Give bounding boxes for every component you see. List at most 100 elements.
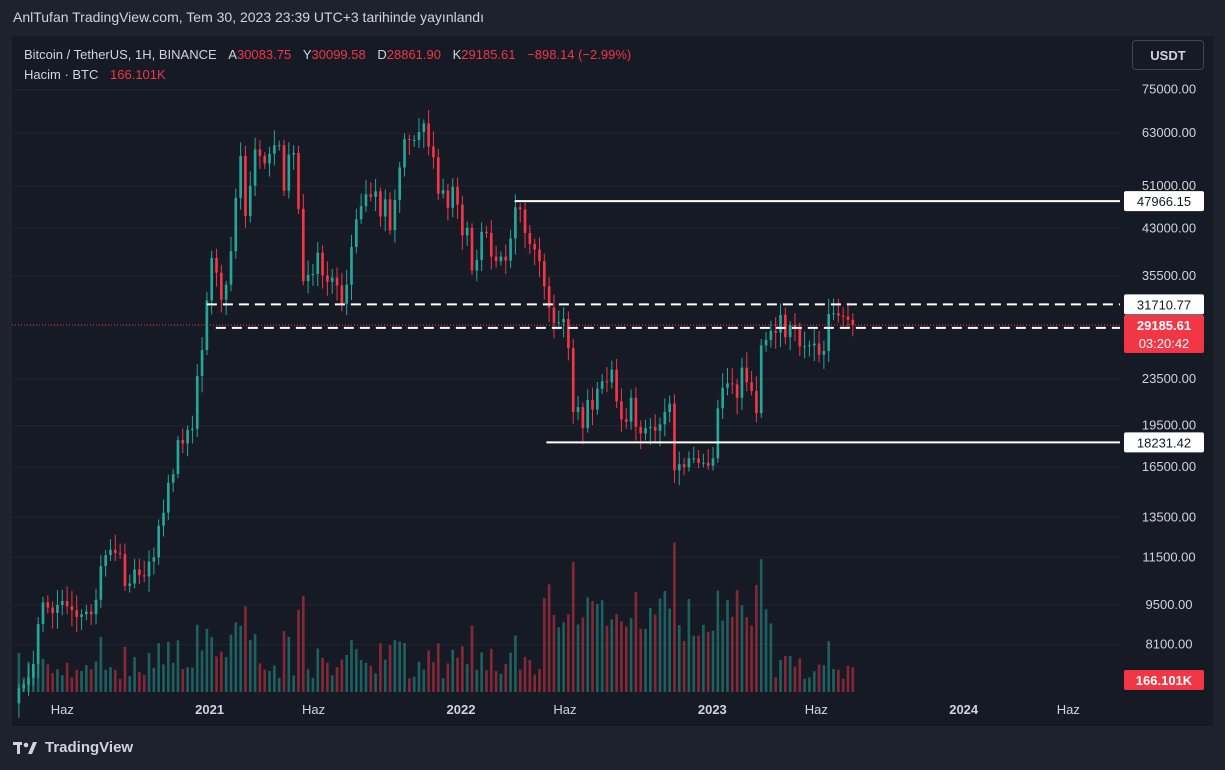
candle-2020-11-09 [171,468,175,493]
volume-bar-2020-08-03 [104,669,107,692]
candles [17,110,855,718]
candle-body [658,424,662,431]
candle-2020-08-31 [123,543,127,591]
candle-2021-10-04 [398,161,402,213]
currency-unit-button[interactable]: USDT [1132,40,1204,70]
candle-2023-06-26 [832,298,835,321]
candle-body [22,684,26,689]
price-axis[interactable]: 75000.00 63000.00 51000.00 43000.00 35500.00… [1124,82,1204,690]
candle-2022-03-21 [514,194,517,255]
candle-body [832,313,835,315]
candle-2021-10-11 [403,133,406,177]
volume-bar-2020-11-02 [166,641,170,692]
candle-2021-12-20 [451,178,455,218]
volume-bar-2022-05-23 [557,627,561,692]
level-label-3[interactable]: 18231.42 [1124,432,1204,453]
candle-body [432,146,435,158]
chart-area[interactable]: 75000.00 63000.00 51000.00 43000.00 35500.00… [12,36,1213,726]
symbol-label[interactable]: Bitcoin / TetherUS, 1H, BINANCE [24,47,217,62]
candle-2022-05-02 [542,253,546,300]
candle-2021-06-14 [321,245,324,289]
candle-body [94,599,98,615]
volume-bar-2023-04-03 [774,677,778,692]
volume-bars [17,542,855,692]
volume-bar-2022-12-19 [702,624,705,692]
candle-2020-11-02 [166,474,170,521]
close-label: K [452,47,462,62]
candlestick-chart[interactable]: 75000.00 63000.00 51000.00 43000.00 35500.00… [12,36,1213,726]
candle-body [793,324,797,328]
level-label-box [1124,432,1204,453]
candle-body [615,369,618,402]
time-axis[interactable]: Haz 2021 Haz 2022 Haz 2023 Haz 2024 Haz [51,702,1080,717]
volume-bar-2021-07-05 [335,667,339,692]
candle-body [99,566,103,600]
candle-body [412,139,416,141]
candle-body [85,611,88,615]
candle-body [301,208,305,282]
volume-bar-2022-12-05 [692,635,696,692]
price-tick-label: 8100.00 [1146,637,1193,652]
candle-2021-06-28 [330,268,334,294]
candle-2023-03-20 [764,331,768,352]
candle-body [17,688,21,704]
volume-bar-2022-08-15 [615,614,618,692]
horizontal-levels[interactable] [206,200,1120,444]
candle-body [504,256,508,261]
candle-2022-02-07 [485,225,488,238]
publish-caption: AnlTufan TradingView.com, Tem 30, 2023 2… [13,9,484,25]
volume-bar-2021-10-04 [398,641,402,692]
volume-bar-2022-11-14 [677,625,681,692]
volume-bar-2022-05-02 [542,597,546,692]
volume-bar-2021-06-28 [330,675,334,692]
volume-bar-2022-04-11 [528,659,532,692]
candle-body [123,554,127,586]
candle-2020-12-21 [200,337,204,393]
candle-2021-07-26 [350,234,353,301]
candle-body [779,314,782,333]
candle-body [716,408,720,459]
candle-2023-05-22 [808,340,811,357]
candle-2021-03-08 [253,137,257,197]
candle-body [306,274,310,282]
candle-body [644,428,647,434]
candle-body [128,583,132,586]
footer-brand[interactable]: TradingView [13,739,133,756]
candle-2020-07-06 [85,604,88,621]
candle-2022-02-28 [499,251,503,266]
candle-2020-12-14 [195,364,199,437]
volume-bar-2023-01-09 [716,590,720,692]
volume-bar-2020-12-07 [191,667,194,692]
volume-bar-2020-06-22 [75,669,79,692]
level-label-1[interactable]: 31710.77 [1124,294,1204,315]
volume-bar-2021-08-16 [364,662,368,692]
volume-bar-2023-01-23 [726,600,729,692]
candle-2021-09-27 [393,189,397,243]
countdown-value: 03:20:42 [1139,336,1190,351]
level-label-box [1124,294,1204,315]
level-label-0[interactable]: 47966.15 [1124,191,1204,212]
candle-2022-09-12 [634,387,638,441]
candle-body [147,561,151,577]
volume-bar-2021-12-27 [456,657,459,692]
volume-axis-label: 166.101K [1124,670,1204,690]
candle-2023-01-09 [716,399,720,463]
grid [12,89,1120,646]
candle-2020-05-25 [56,590,59,629]
candle-body [837,313,840,316]
candle-body [822,350,826,355]
level-label-text: 31710.77 [1137,297,1191,312]
price-tick-label: 9500.00 [1146,597,1193,612]
candle-body [528,233,532,244]
volume-bar-2021-11-15 [427,650,430,692]
candle-2021-09-06 [379,187,382,227]
candle-2021-01-18 [220,264,223,313]
volume-value: 166.101K [110,67,166,82]
volume-bar-2023-05-08 [798,658,802,692]
candle-body [330,277,334,282]
volume-label[interactable]: Hacim · BTC [24,67,99,82]
chart-legend: Bitcoin / TetherUS, 1H, BINANCE A30083.7… [24,45,631,85]
candle-2021-11-08 [422,119,426,149]
candle-2020-10-12 [152,547,156,575]
candle-2022-04-04 [523,200,527,249]
